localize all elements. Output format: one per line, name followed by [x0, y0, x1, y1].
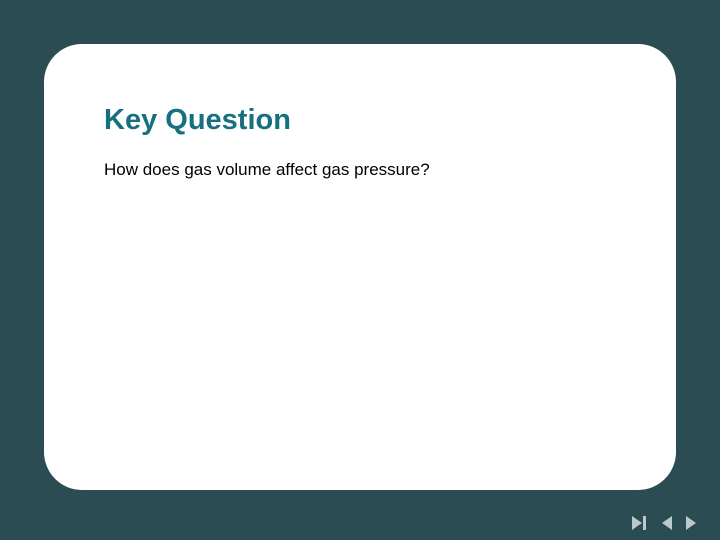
triangle-left-icon: [660, 516, 674, 530]
slide-heading: Key Question: [104, 104, 616, 137]
slide-card: Key Question How does gas volume affect …: [44, 44, 676, 490]
slide-body-text: How does gas volume affect gas pressure?: [104, 159, 616, 182]
skip-end-icon: [632, 516, 650, 530]
triangle-right-icon: [684, 516, 698, 530]
previous-button[interactable]: [660, 516, 674, 530]
nav-controls: [632, 516, 698, 530]
next-button[interactable]: [684, 516, 698, 530]
jump-to-end-button[interactable]: [632, 516, 650, 530]
